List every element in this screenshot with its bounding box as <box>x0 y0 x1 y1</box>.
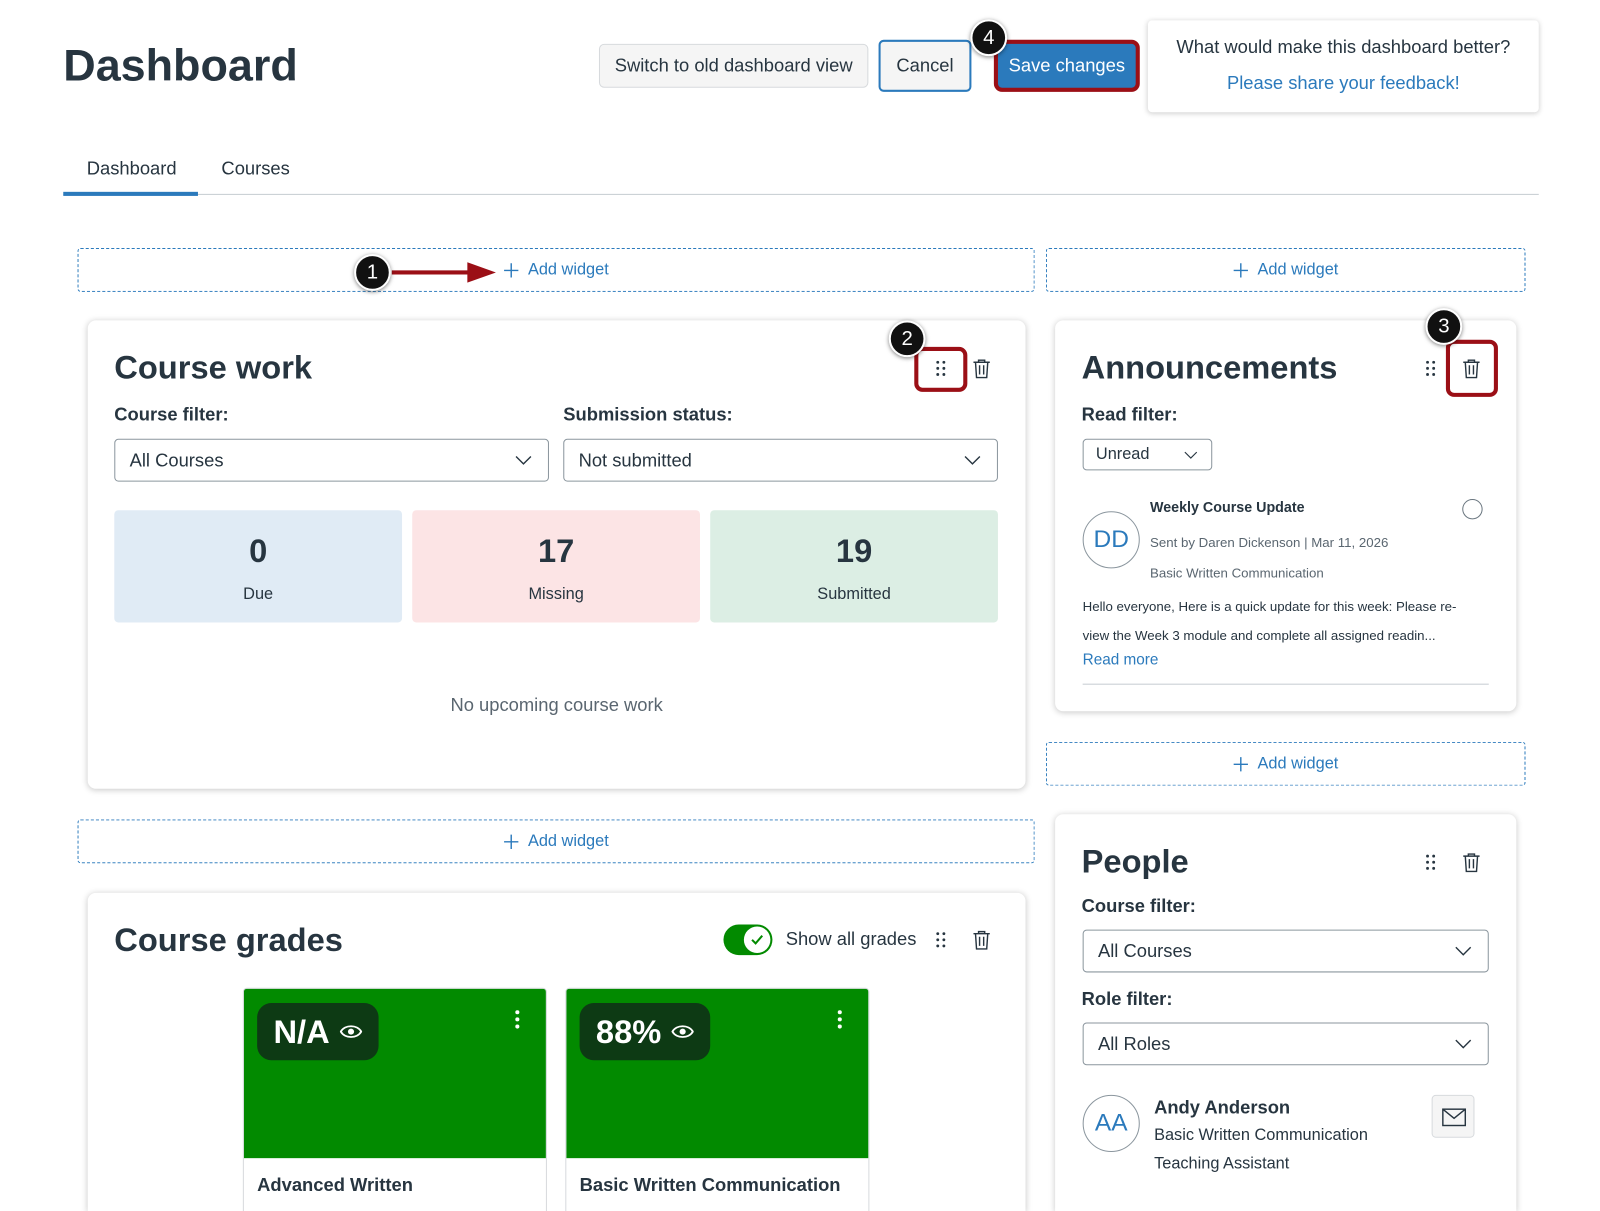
empty-message: No upcoming course work <box>450 694 663 716</box>
filter-label: Read filter: <box>1081 404 1178 425</box>
person-course: Basic Written Communication <box>1154 1126 1368 1144</box>
announcement-title[interactable]: Weekly Course Update <box>1149 498 1305 516</box>
select-value: All Courses <box>1097 940 1192 961</box>
announcement-excerpt: Hello everyone, Here is a quick update f… <box>1082 598 1457 643</box>
grade-pill: 88% <box>579 1003 711 1061</box>
course-name: Basic Written Communication <box>579 1174 841 1195</box>
status-select[interactable]: Not submitted <box>563 438 998 482</box>
highlight <box>914 346 968 392</box>
delete-button[interactable] <box>970 357 992 379</box>
add-widget-label: Add widget <box>527 832 609 850</box>
people-widget: People Course filter: All Courses Role f… <box>1055 814 1517 1211</box>
page-title: Dashboard <box>63 40 298 91</box>
delete-button[interactable] <box>1460 851 1482 873</box>
tab-indicator <box>63 191 198 196</box>
avatar: DD <box>1082 511 1140 569</box>
callout: 3 <box>1425 308 1463 345</box>
callout-arrow <box>391 262 496 283</box>
widget-title: Announcements <box>1081 348 1338 386</box>
grade-card[interactable]: 88% Basic Written Communication <box>565 987 870 1211</box>
stat-value: 0 <box>249 532 268 570</box>
add-widget-button[interactable]: Add widget <box>1045 741 1526 786</box>
add-widget-button[interactable]: Add widget <box>77 819 1035 864</box>
feedback-question: What would make this dashboard better? <box>1176 36 1511 58</box>
course-filter-select[interactable]: All Courses <box>114 438 549 482</box>
tab-divider <box>63 193 1539 195</box>
avatar: AA <box>1082 1094 1140 1153</box>
card-menu[interactable] <box>514 1008 520 1030</box>
read-more-link[interactable]: Read more <box>1082 651 1159 669</box>
filter-label: Course filter: <box>1081 895 1196 917</box>
cancel-button[interactable]: Cancel <box>878 39 972 92</box>
stat-tile[interactable]: 17 Missing <box>412 510 700 623</box>
divider <box>1082 683 1489 685</box>
widget-title: Course grades <box>114 921 343 959</box>
select-value: Not submitted <box>578 449 692 470</box>
tab[interactable]: Courses <box>221 158 290 179</box>
add-widget-label: Add widget <box>1257 260 1339 279</box>
highlight <box>1445 339 1498 397</box>
message-button[interactable] <box>1431 1094 1475 1138</box>
announcement-course: Basic Written Communication <box>1149 565 1324 581</box>
drag-handle[interactable] <box>1419 357 1441 379</box>
callout: 2 <box>888 320 926 358</box>
grade-card[interactable]: N/A Advanced Written <box>242 987 547 1211</box>
toggle-label: Show all grades <box>785 928 917 949</box>
stat-label: Missing <box>528 585 584 604</box>
add-widget-button[interactable]: Add widget <box>1045 247 1526 292</box>
toggle[interactable] <box>723 924 773 956</box>
course-name: Advanced Written <box>257 1174 413 1195</box>
course-filter-select[interactable]: All Courses <box>1082 929 1489 973</box>
add-widget-button[interactable]: Add widget <box>77 247 1035 292</box>
stat-value: 19 <box>835 532 873 570</box>
select-value: All Roles <box>1097 1033 1171 1054</box>
tab[interactable]: Dashboard <box>86 158 177 179</box>
role-filter-select[interactable]: All Roles <box>1082 1022 1489 1066</box>
select-value: All Courses <box>129 449 224 470</box>
filter-label: Course filter: <box>114 404 229 425</box>
select-value: Unread <box>1095 445 1150 463</box>
announcements-widget: Announcements Read filter: Unread DD Wee… <box>1055 320 1517 712</box>
grade-value: 88% <box>595 1012 662 1050</box>
course-work-widget: Course work Course filter: All Courses S… <box>87 320 1026 789</box>
save-button[interactable]: Save changes <box>993 39 1140 92</box>
course-grades-widget: Course grades Show all grades N/A Advanc… <box>87 892 1026 1211</box>
add-widget-label: Add widget <box>1257 754 1339 772</box>
widget-title: People <box>1081 842 1189 880</box>
callout: 4 <box>970 19 1008 57</box>
stat-label: Due <box>243 585 274 604</box>
drag-handle[interactable] <box>1419 851 1441 873</box>
grade-pill: N/A <box>257 1003 379 1061</box>
stat-value: 17 <box>537 532 575 570</box>
person-role: Teaching Assistant <box>1154 1155 1290 1173</box>
feedback-box: What would make this dashboard better? P… <box>1148 20 1539 112</box>
person-name: Andy Anderson <box>1154 1096 1291 1118</box>
drag-handle[interactable] <box>930 929 952 951</box>
feedback-link[interactable]: Please share your feedback! <box>1226 72 1460 93</box>
widget-title: Course work <box>114 348 313 386</box>
add-widget-label: Add widget <box>527 260 609 279</box>
card-menu[interactable] <box>837 1008 843 1030</box>
read-filter-select[interactable]: Unread <box>1082 438 1213 471</box>
switch-view-button[interactable]: Switch to old dashboard view <box>598 43 869 88</box>
stat-tile[interactable]: 19 Submitted <box>710 510 998 623</box>
filter-label: Submission status: <box>563 404 733 425</box>
grade-value: N/A <box>273 1012 330 1050</box>
announcement-meta: Sent by Daren Dickenson | Mar 11, 2026 <box>1149 534 1389 550</box>
callout: 1 <box>354 254 391 291</box>
stat-label: Submitted <box>817 585 891 604</box>
filter-label: Role filter: <box>1081 988 1173 1010</box>
stat-tile[interactable]: 0 Due <box>114 510 403 623</box>
read-toggle[interactable] <box>1462 498 1483 520</box>
delete-button[interactable] <box>970 929 992 951</box>
